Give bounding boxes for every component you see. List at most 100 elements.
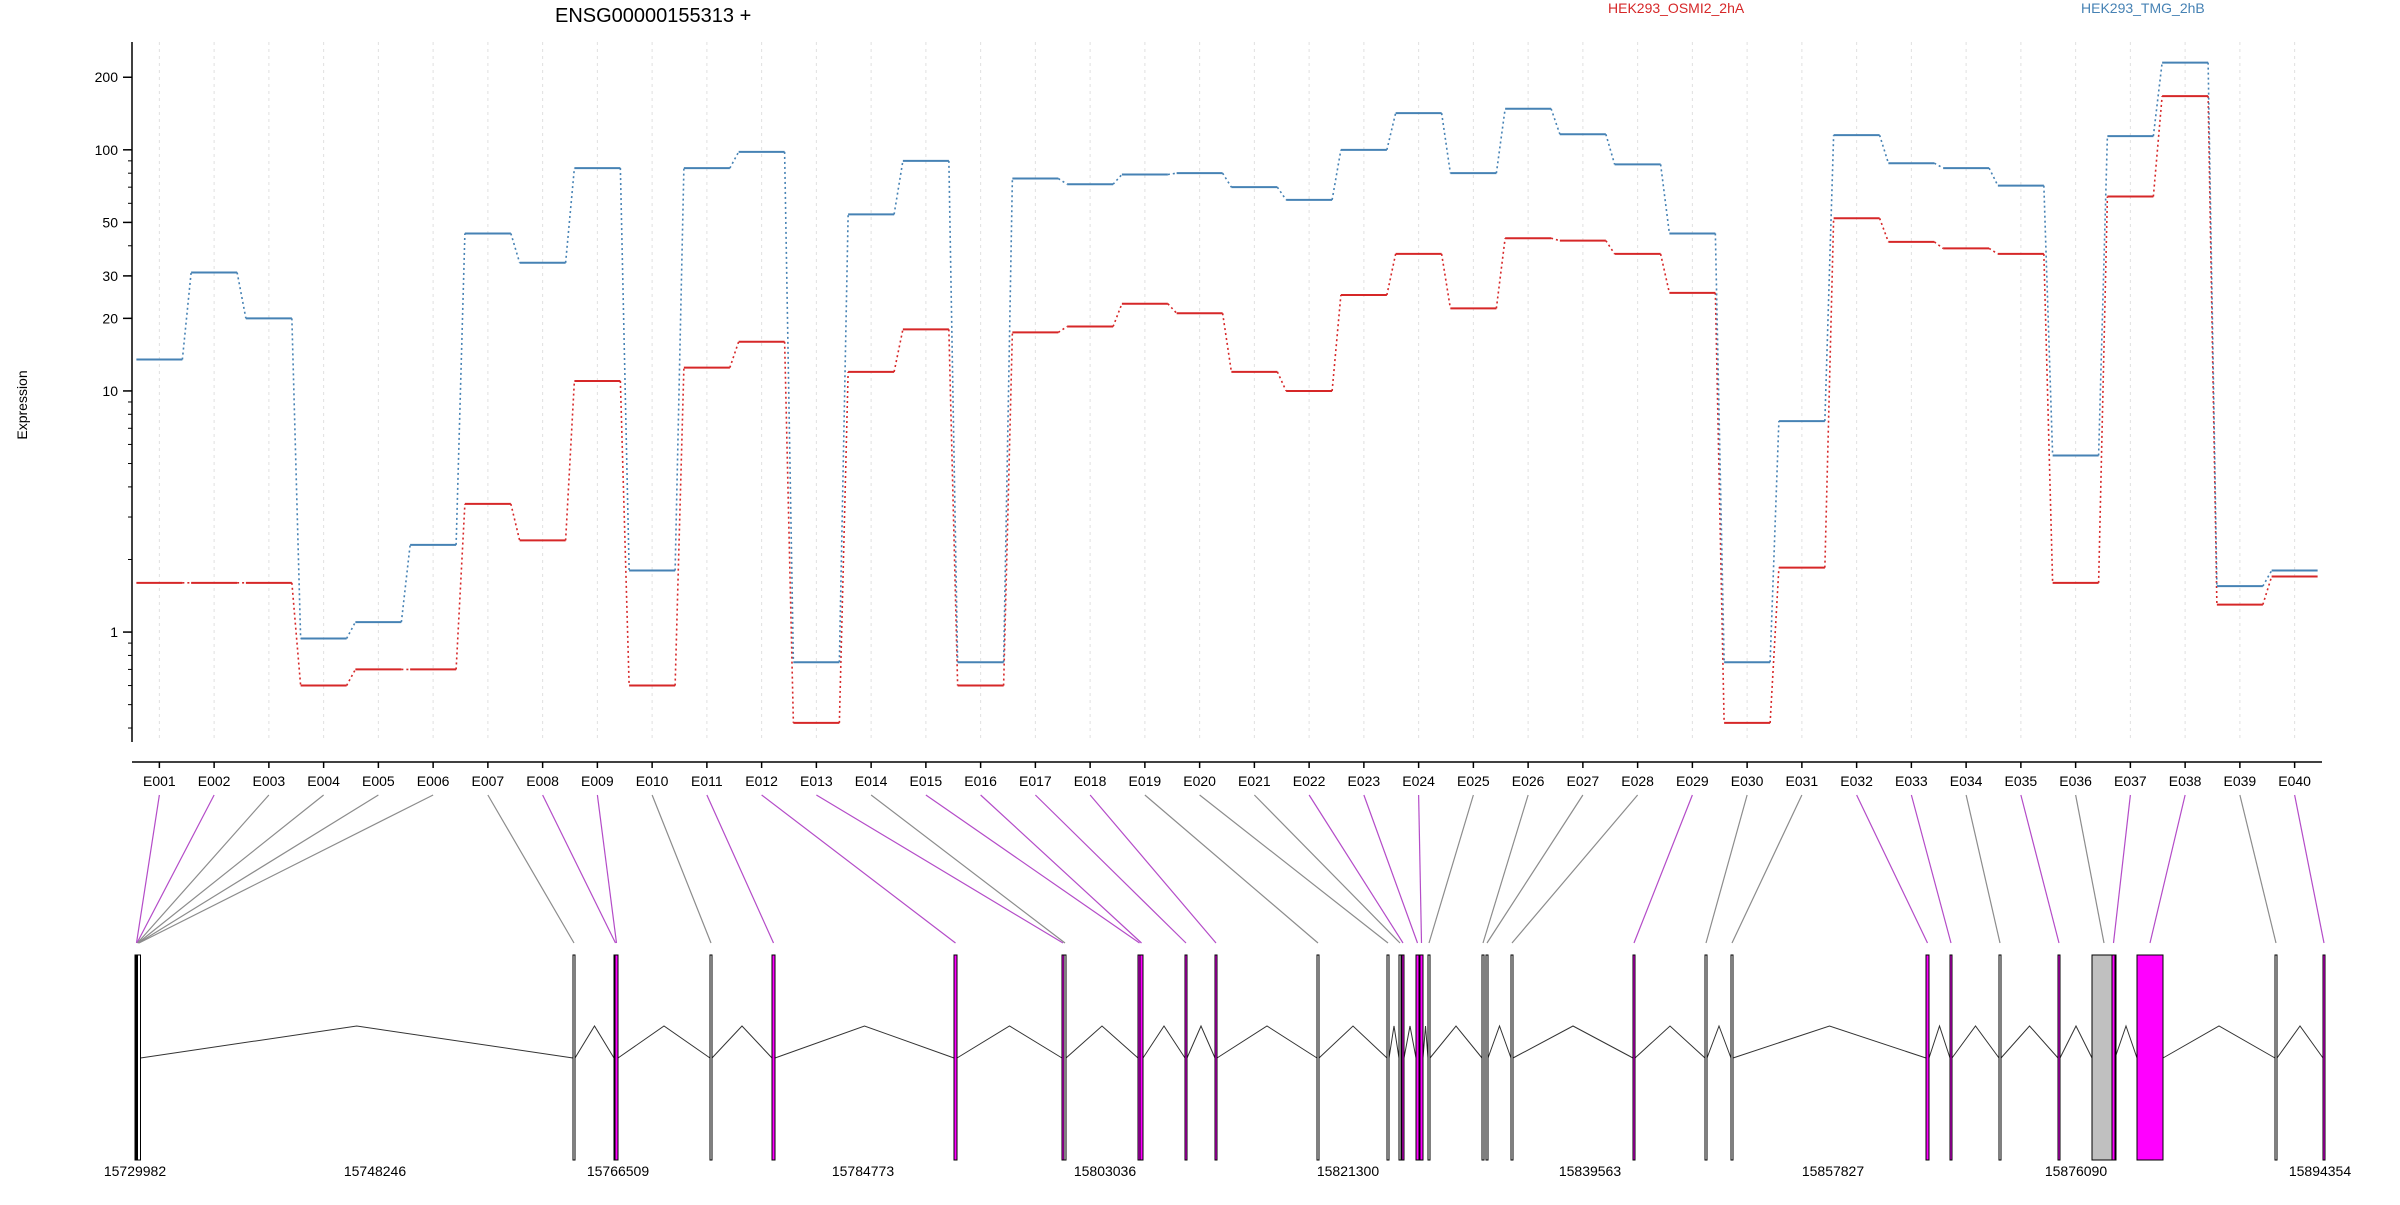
y-tick-label: 30 [102,268,118,284]
exon-label: E013 [800,773,833,789]
exon-connector-lines [135,794,2325,944]
exon-box [1998,954,2002,1161]
series-connector [1221,172,1233,188]
series-connector [1988,167,1999,187]
series-connector [729,151,740,169]
series-connector [510,233,521,264]
exon-label: E001 [143,773,176,789]
exon-connector [925,794,1140,944]
exon-connector [816,794,1064,944]
exon-connector [1482,794,1529,944]
exon-box [953,954,958,1161]
intron [2059,1024,2093,1059]
exon-box [1419,954,1424,1161]
genomic-coordinate-labels: 15729982 15748246 15766509 15784773 15803036… [104,1163,2352,1179]
series-connector [1659,164,1671,234]
exon-connector [2020,794,2060,944]
series-connector [783,151,795,663]
exon-label: E011 [691,773,723,789]
series-connector [948,329,959,686]
exon-box [1949,954,1953,1161]
exon-label: E031 [1786,773,1819,789]
exon-label: E033 [1895,773,1928,789]
exon-label: E003 [253,773,286,789]
series-connector [564,380,576,541]
series-connector [1386,253,1397,296]
intron [2000,1025,2059,1059]
series-connector [2152,62,2163,137]
intron [956,1025,1063,1059]
exon-box [1415,954,1420,1161]
exon-box [2111,954,2116,1161]
series-connector [1824,218,1835,568]
exon-box [1386,954,1390,1161]
exon-box [2057,954,2061,1161]
series-connector [1495,108,1506,174]
intron [574,1025,615,1059]
exon-connector [137,794,324,944]
exon-connector [1034,794,1187,944]
exon-label: E034 [1950,773,1983,789]
legend-label-osmi2: HEK293_OSMI2_2hA [1608,0,1745,16]
series-connector [2262,570,2273,587]
exon-label: E009 [581,773,614,789]
series-connector [1714,233,1725,663]
exon-connector [2075,794,2105,944]
exon-label: E005 [362,773,395,789]
intron [774,1025,955,1059]
exon-label: E004 [307,773,340,789]
series-connector [1331,294,1342,392]
coord-label: 15748246 [344,1163,407,1179]
coord-label: 15894354 [2289,1163,2352,1179]
series-connector [291,582,302,686]
y-tick-label: 100 [95,142,119,158]
y-tick-label: 50 [102,214,118,230]
exon-box [137,954,141,1161]
exon-box [2136,954,2164,1161]
intron [1388,1025,1400,1059]
series-connector [1878,134,1890,164]
intron [140,1025,574,1059]
exon-connector [596,794,618,944]
exon-label: E030 [1731,773,1764,789]
exon-label: E016 [964,773,997,789]
intron [1142,1025,1186,1059]
exon-box [1427,954,1431,1161]
exon-label: E007 [472,773,505,789]
exon-connector [1308,794,1404,944]
intron [1422,1025,1429,1059]
gene-model [134,954,2326,1161]
intron [1318,1025,1388,1059]
coord-label: 15839563 [1559,1163,1622,1179]
series-connector [948,160,959,663]
series-connector [1495,238,1506,309]
axes: 1 10 20 30 50 100 200 [95,42,2322,768]
series-connector [1605,134,1616,165]
series-connector [564,168,576,263]
exon-connector [1633,794,1693,944]
exon-box [2322,954,2326,1161]
series-connector [1714,292,1725,723]
y-tick-label: 20 [102,310,118,326]
intron [1951,1025,2000,1059]
intron [1186,1024,1216,1059]
series-connector [1440,112,1452,174]
exon-connector [1418,794,1423,944]
exon-connector [1486,794,1584,944]
exon-label: E015 [910,773,943,789]
intron [2114,1024,2138,1059]
series-connector [1276,371,1287,392]
coord-label: 15821300 [1317,1163,1380,1179]
exon-label: E036 [2059,773,2092,789]
exon-box [1632,954,1636,1161]
y-tick-label: 10 [102,383,118,399]
series-connector [345,669,357,686]
exon-label: E025 [1457,773,1490,789]
exon-label: E018 [1074,773,1107,789]
series-connector [1878,218,1890,243]
exon-box [1063,954,1067,1161]
exon-box [1704,954,1708,1161]
exon-connector [706,794,775,944]
intron [1928,1024,1951,1059]
